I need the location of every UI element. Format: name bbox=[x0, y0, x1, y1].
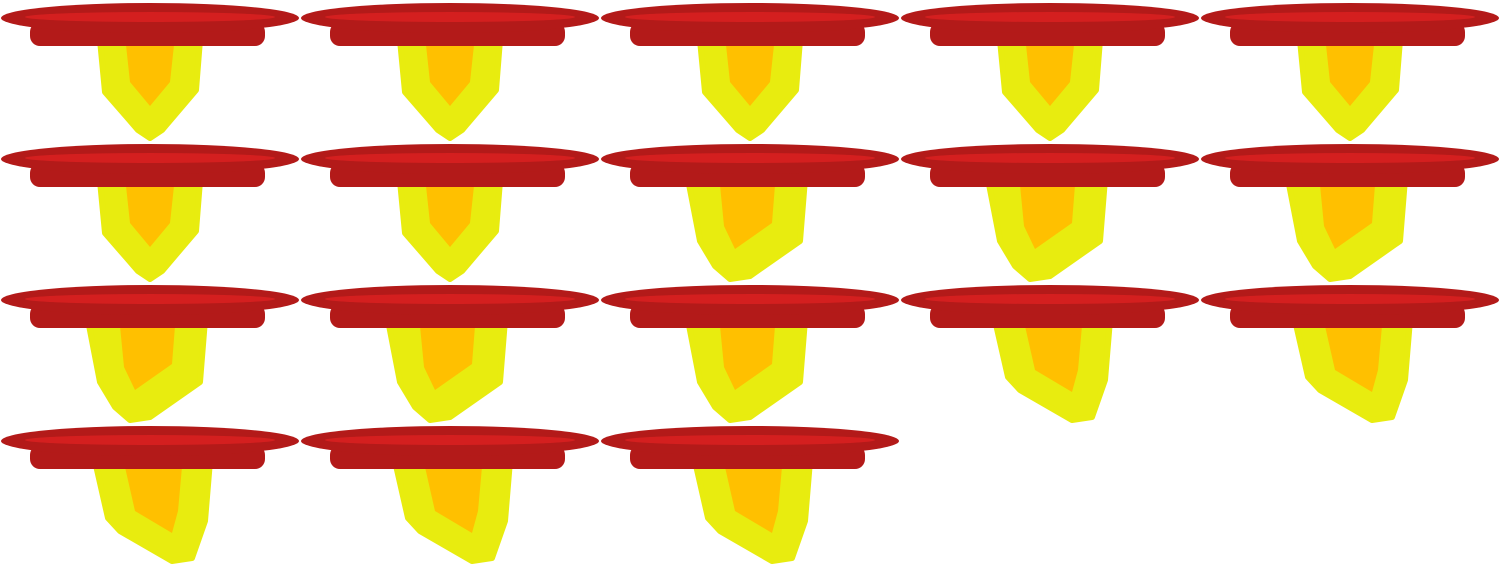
flame-hat-icon bbox=[901, 3, 1199, 141]
flame-hat-icon bbox=[1201, 3, 1499, 141]
flame-hat-icon bbox=[601, 426, 899, 564]
sprite-frame-12 bbox=[300, 282, 600, 423]
flame-hat-icon bbox=[1201, 285, 1499, 423]
flame-hat-icon bbox=[1, 144, 299, 282]
flame-hat-icon bbox=[1201, 144, 1499, 282]
brim-inner bbox=[625, 435, 875, 445]
flame-hat-icon bbox=[301, 285, 599, 423]
sprite-frame-7 bbox=[300, 141, 600, 282]
flame-hat-icon bbox=[301, 426, 599, 564]
brim-inner bbox=[325, 12, 575, 22]
brim-inner bbox=[1225, 12, 1475, 22]
sprite-frame-10 bbox=[1200, 141, 1500, 282]
sprite-frame-17 bbox=[300, 423, 600, 564]
sprite-frame-4 bbox=[900, 0, 1200, 141]
sprite-frame-5 bbox=[1200, 0, 1500, 141]
brim-inner bbox=[1225, 153, 1475, 163]
flame-inner bbox=[425, 467, 482, 533]
flame-hat-icon bbox=[601, 144, 899, 282]
flame-inner bbox=[725, 467, 782, 533]
flame-hat-icon bbox=[601, 3, 899, 141]
flame-inner bbox=[420, 326, 475, 390]
sprite-frame-14 bbox=[900, 282, 1200, 423]
brim-inner bbox=[325, 153, 575, 163]
brim-inner bbox=[25, 153, 275, 163]
sprite-frame-1 bbox=[0, 0, 300, 141]
sprite-frame-16 bbox=[0, 423, 300, 564]
flame-inner bbox=[426, 45, 474, 106]
flame-inner bbox=[1326, 45, 1374, 106]
sprite-frame-9 bbox=[900, 141, 1200, 282]
flame-inner bbox=[426, 186, 474, 247]
flame-inner bbox=[1020, 185, 1075, 249]
sprite-frame-11 bbox=[0, 282, 300, 423]
flame-hat-icon bbox=[1, 285, 299, 423]
sprite-frame-3 bbox=[600, 0, 900, 141]
flame-inner bbox=[720, 326, 775, 390]
brim-inner bbox=[625, 153, 875, 163]
sprite-frame-8 bbox=[600, 141, 900, 282]
flame-inner bbox=[1026, 45, 1074, 106]
flame-inner bbox=[726, 45, 774, 106]
sprite-frame-18 bbox=[600, 423, 900, 564]
brim-inner bbox=[925, 153, 1175, 163]
brim-inner bbox=[625, 294, 875, 304]
flame-hat-icon bbox=[1, 3, 299, 141]
brim-inner bbox=[25, 435, 275, 445]
sprite-frame-13 bbox=[600, 282, 900, 423]
brim-inner bbox=[925, 12, 1175, 22]
brim-inner bbox=[25, 294, 275, 304]
sprite-frame-15 bbox=[1200, 282, 1500, 423]
sprite-frame-6 bbox=[0, 141, 300, 282]
brim-inner bbox=[1225, 294, 1475, 304]
flame-inner bbox=[125, 467, 182, 533]
flame-inner bbox=[1325, 326, 1382, 392]
flame-hat-icon bbox=[301, 3, 599, 141]
flame-hat-icon bbox=[1, 426, 299, 564]
flame-hat-icon bbox=[601, 285, 899, 423]
flame-hat-icon bbox=[901, 285, 1199, 423]
brim-inner bbox=[325, 294, 575, 304]
flame-inner bbox=[126, 45, 174, 106]
flame-hat-icon bbox=[301, 144, 599, 282]
sprite-frame-2 bbox=[300, 0, 600, 141]
flame-inner bbox=[1025, 326, 1082, 392]
brim-inner bbox=[925, 294, 1175, 304]
flame-hat-icon bbox=[901, 144, 1199, 282]
brim-inner bbox=[625, 12, 875, 22]
flame-inner bbox=[720, 185, 775, 249]
brim-inner bbox=[25, 12, 275, 22]
brim-inner bbox=[325, 435, 575, 445]
flame-inner bbox=[1320, 185, 1375, 249]
flame-inner bbox=[126, 186, 174, 247]
flame-inner bbox=[120, 326, 175, 390]
